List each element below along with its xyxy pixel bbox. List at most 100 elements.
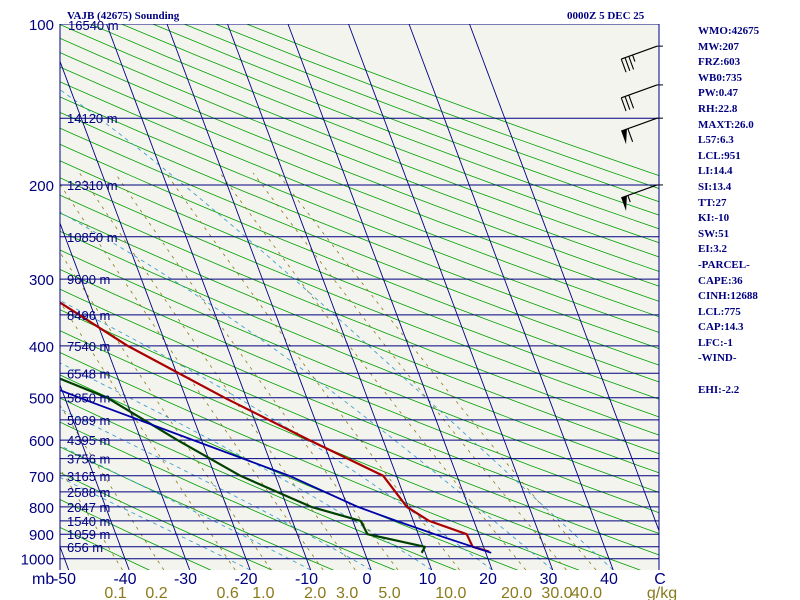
wind-barb-pennant [621, 195, 627, 212]
mixing-ratio-line [219, 172, 527, 570]
isotherm [0, 24, 8, 570]
temperature-axis-label: C [654, 571, 666, 588]
temperature-tick-label: -50 [53, 571, 76, 588]
index-row: TT:27 [698, 196, 727, 209]
dry-adiabat [60, 52, 659, 287]
mixing-ratio-tick-label: 20.0 [501, 585, 532, 600]
dry-adiabat [60, 127, 659, 366]
height-label: 6548 m [67, 366, 110, 381]
height-label: 9600 m [67, 272, 110, 287]
height-label: 656 m [67, 540, 103, 555]
index-row: PW:0.47 [698, 87, 739, 100]
index-row: CINH:12688 [698, 290, 758, 303]
index-row: LCL:951 [698, 149, 741, 162]
pressure-tick-label: 100 [29, 17, 54, 34]
wind-barb-flag [627, 128, 634, 143]
height-label: 10850 m [67, 230, 118, 245]
parcel-line [60, 389, 492, 554]
dry-adiabat [60, 194, 659, 436]
index-row: MW:207 [698, 40, 739, 53]
mixing-ratio-line [60, 251, 272, 570]
height-label: 8496 m [67, 308, 110, 323]
mixing-ratio-tick-label: 5.0 [378, 585, 400, 600]
index-row: SI:13.4 [698, 180, 732, 193]
isotherm [60, 545, 70, 570]
index-row: L57:6.3 [698, 134, 734, 147]
dry-adiabat [60, 111, 659, 350]
mixing-ratio-line [60, 468, 123, 570]
height-label: 5850 m [67, 391, 110, 406]
mixing-ratio-line [60, 183, 324, 570]
temperature-line [60, 301, 490, 553]
height-label: 16540 m [68, 18, 119, 33]
temperature-tick-label: -20 [234, 571, 257, 588]
isotherm [469, 24, 659, 532]
dry-adiabat [60, 24, 659, 258]
wind-barb-flag [624, 96, 631, 110]
wind-barb-half-flag [632, 54, 636, 62]
dry-adiabat [60, 288, 659, 534]
chart-title: VAJB (42675) Sounding [67, 10, 180, 22]
mixing-ratio-tick-label: 10.0 [435, 585, 466, 600]
mixing-ratio-line [276, 172, 597, 570]
index-row: RH:22.8 [698, 102, 738, 115]
height-label: 7540 m [67, 339, 110, 354]
mixing-ratio-tick-label: 2.0 [304, 585, 326, 600]
mixing-ratio-tick-label: 1.0 [252, 585, 274, 600]
temperature-tick-label: -10 [295, 571, 318, 588]
height-label: 3756 m [67, 452, 110, 467]
isotherm [408, 24, 614, 570]
dry-adiabat [60, 66, 659, 302]
mixing-ratio-tick-label: 0.6 [216, 585, 238, 600]
mixing-ratio-tick-label: 3.0 [336, 585, 358, 600]
isotherm [106, 24, 312, 570]
wind-barb-half-flag [627, 195, 631, 203]
pressure-tick-label: 900 [29, 527, 54, 544]
temperature-tick-label: 40 [600, 571, 618, 588]
index-row: MAXT:26.0 [698, 118, 754, 131]
isotherm [287, 24, 493, 570]
wind-barb-staff [621, 45, 658, 60]
isotherm [60, 60, 251, 570]
height-label: 5089 m [67, 413, 110, 428]
pressure-tick-label: 600 [29, 433, 54, 450]
wind-barb-flag [620, 97, 627, 112]
mixing-ratio-line [165, 172, 460, 570]
index-row: WB0:735 [698, 71, 742, 84]
height-label: 4395 m [67, 433, 110, 448]
temperature-tick-label: 30 [540, 571, 558, 588]
isotherm [60, 383, 130, 570]
dry-adiabat [60, 230, 659, 474]
mixing-ratio-axis-label: g/kg [647, 585, 677, 600]
wind-barb-staff [621, 84, 658, 99]
pressure-tick-label: 1000 [21, 552, 54, 569]
wind-barb-flag [624, 57, 631, 72]
wind-barb [621, 117, 663, 145]
temperature-tick-label: 10 [419, 571, 437, 588]
dewpoint-line [60, 377, 426, 554]
index-row: -WIND- [698, 352, 737, 365]
wind-barb-flag [628, 56, 635, 70]
height-label: 14120 m [67, 111, 118, 126]
index-row: LFC:-1 [698, 336, 733, 349]
mixing-ratio-tick-label: 40.0 [571, 585, 602, 600]
index-row: FRZ:603 [698, 56, 741, 69]
height-label: 3165 m [67, 469, 110, 484]
wind-barbs [620, 45, 663, 212]
temperature-tick-label: 20 [479, 571, 497, 588]
index-row: EHI:-2.2 [698, 383, 740, 396]
isotherm [348, 24, 554, 570]
wind-barb-flag [620, 58, 627, 73]
height-label: 1059 m [67, 527, 110, 542]
isotherm [227, 24, 433, 570]
height-label: 1540 m [67, 514, 110, 529]
wind-barb [621, 184, 663, 212]
temperature-tick-label: 0 [363, 571, 372, 588]
dry-adiabat [60, 249, 659, 493]
pressure-tick-label: 800 [29, 500, 54, 517]
index-row: -PARCEL- [698, 258, 750, 271]
isotherm [60, 221, 191, 570]
